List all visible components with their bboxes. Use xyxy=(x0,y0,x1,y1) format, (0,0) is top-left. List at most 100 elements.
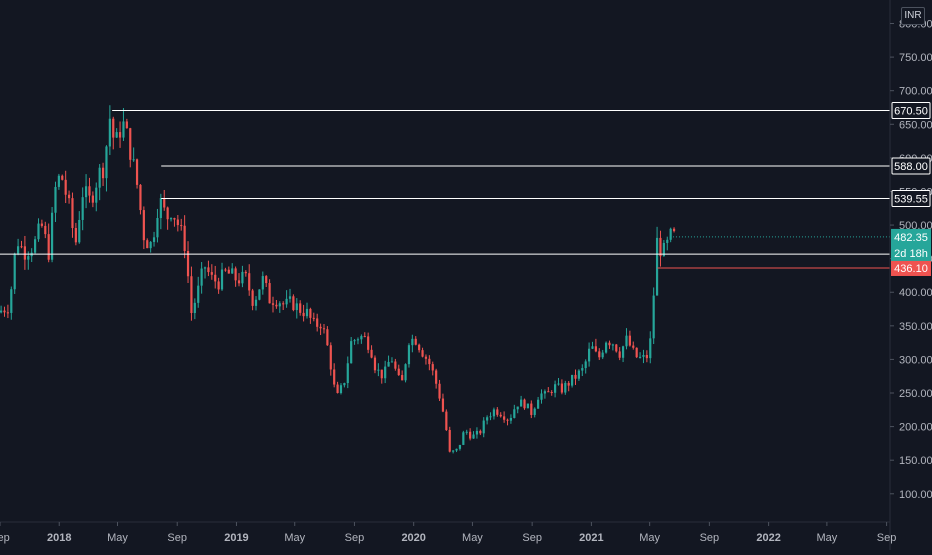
candle-body xyxy=(411,338,414,346)
candle-body xyxy=(452,450,455,452)
candle-body xyxy=(275,304,278,307)
currency-button[interactable]: INR xyxy=(901,7,925,25)
candle-body xyxy=(285,298,288,305)
candle-body xyxy=(594,346,597,352)
candle-body xyxy=(180,225,183,227)
candle-body xyxy=(435,370,438,384)
candle-body xyxy=(557,383,560,385)
x-tick-label: 2019 xyxy=(224,532,248,544)
candle-body xyxy=(652,295,655,339)
candle-body xyxy=(3,310,6,313)
candle-body xyxy=(248,273,251,291)
candle-body xyxy=(387,361,390,367)
candle-body xyxy=(472,434,475,439)
candle-body xyxy=(37,223,40,240)
candle-body xyxy=(142,210,145,241)
candle-body xyxy=(282,303,285,305)
candle-body xyxy=(370,349,373,358)
candle-body xyxy=(115,132,118,138)
candle-body xyxy=(268,283,271,304)
candle-body xyxy=(61,175,64,180)
candle-body xyxy=(564,382,567,393)
level-label-box xyxy=(891,102,931,120)
y-tick-label: 700.00 xyxy=(899,86,932,98)
candle-body xyxy=(292,296,295,311)
candle-body xyxy=(190,276,193,314)
candle-body xyxy=(333,369,336,385)
x-tick-label: Sep xyxy=(0,532,10,544)
candle-body xyxy=(397,368,400,376)
candle-body xyxy=(516,406,519,410)
candle-body xyxy=(312,317,315,319)
candle-body xyxy=(632,345,635,348)
candle-body xyxy=(581,368,584,371)
candle-body xyxy=(302,312,305,317)
last-price-label-box xyxy=(891,228,931,261)
level-label-box xyxy=(891,157,931,175)
candle-body xyxy=(513,409,516,418)
candle-body xyxy=(241,271,244,284)
candle-body xyxy=(105,146,108,179)
candle-body xyxy=(16,246,20,254)
candle-body xyxy=(322,328,326,330)
low-marker-label: 436.10 xyxy=(894,263,928,275)
candle-body xyxy=(587,348,591,362)
candle-body xyxy=(329,345,332,370)
candle-body xyxy=(503,416,506,420)
y-tick-label: 350.00 xyxy=(899,321,932,333)
candle-body xyxy=(506,419,509,421)
candle-body xyxy=(0,310,3,313)
level-label: 588.00 xyxy=(894,161,928,173)
candles xyxy=(0,105,676,454)
candle-body xyxy=(462,432,465,445)
candle-body xyxy=(418,344,421,351)
candle-body xyxy=(547,391,550,393)
time-axis[interactable]: Sep 2018 May Sep 2019 May Sep 2020 May Sep 2021 May… xyxy=(0,522,896,544)
x-tick-label: May xyxy=(284,532,305,544)
candle-body xyxy=(496,409,499,415)
candle-body xyxy=(438,383,441,399)
candle-body xyxy=(40,223,43,226)
candle-body xyxy=(64,179,67,195)
candle-body xyxy=(166,207,169,220)
candle-body xyxy=(591,346,594,349)
candle-body xyxy=(132,159,135,161)
candle-body xyxy=(50,212,54,260)
candle-body xyxy=(394,361,397,369)
candle-body xyxy=(173,218,176,220)
candle-body xyxy=(234,268,237,281)
candle-body xyxy=(84,186,88,198)
candle-body xyxy=(469,431,472,439)
candle-body xyxy=(441,398,445,412)
candle-body xyxy=(224,269,227,271)
candle-body xyxy=(666,239,669,243)
candle-body xyxy=(445,411,448,430)
candle-body xyxy=(67,194,71,199)
candle-body xyxy=(550,392,553,394)
candle-body xyxy=(231,268,234,274)
candle-body xyxy=(214,274,217,282)
candle-body xyxy=(326,329,329,346)
x-tick-label: 2021 xyxy=(579,532,603,544)
candle-body xyxy=(604,342,608,353)
candle-body xyxy=(554,384,557,393)
candle-body xyxy=(57,175,60,187)
candle-body xyxy=(618,351,621,358)
candle-body xyxy=(33,239,37,253)
y-tick-label: 400.00 xyxy=(899,287,932,299)
candle-body xyxy=(407,345,411,365)
candle-body xyxy=(139,184,142,211)
candle-body xyxy=(645,354,648,359)
candle-body xyxy=(27,256,30,260)
candle-body xyxy=(10,289,13,313)
x-tick-label: May xyxy=(639,532,660,544)
level-label: 670.50 xyxy=(894,106,928,118)
level-label-box xyxy=(891,189,931,207)
candle-body xyxy=(20,246,23,248)
candle-body xyxy=(662,242,665,257)
candle-body xyxy=(577,370,580,379)
candle-body xyxy=(659,237,662,257)
candle-body xyxy=(428,358,431,365)
